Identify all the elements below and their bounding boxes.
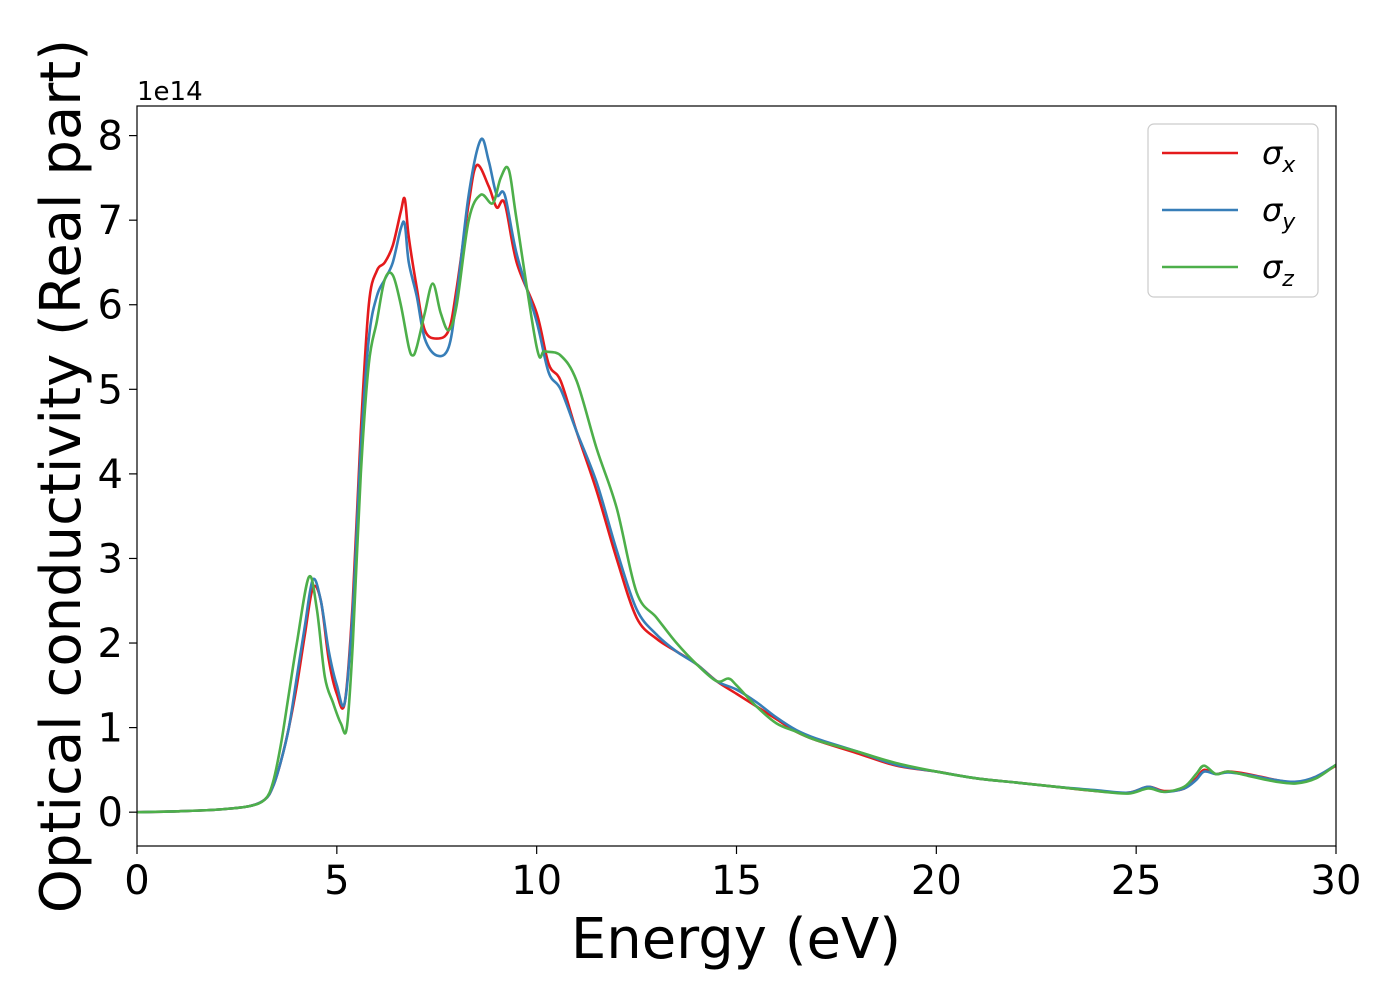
x-tick-label: 5 — [324, 858, 349, 904]
y-tick-label: 3 — [98, 536, 123, 582]
legend: σx σy σz — [1147, 123, 1319, 298]
x-axis-label: Energy (eV) — [571, 907, 901, 972]
y-offset-label: 1e14 — [137, 77, 203, 107]
x-tick-label: 20 — [911, 858, 962, 904]
y-tick-label: 2 — [98, 621, 123, 667]
y-tick-label: 7 — [98, 198, 123, 244]
legend-label-y: σy — [1262, 191, 1296, 235]
y-tick-label: 0 — [98, 790, 123, 836]
x-tick-label: 10 — [511, 858, 562, 904]
x-tick-label: 15 — [711, 858, 762, 904]
y-tick-label: 1 — [98, 706, 123, 752]
series-layer — [137, 137, 1336, 814]
y-axis: 0 1 2 3 4 5 6 7 8 — [98, 114, 137, 836]
y-tick-label: 6 — [98, 283, 123, 329]
y-tick-label: 4 — [98, 452, 123, 498]
y-axis-label: Optical conductivity (Real part) — [29, 39, 94, 913]
x-tick-label: 30 — [1311, 858, 1362, 904]
y-tick-label: 5 — [98, 367, 123, 413]
y-tick-label: 8 — [98, 114, 123, 160]
legend-label-z: σz — [1262, 248, 1294, 292]
legend-label-x: σx — [1262, 134, 1296, 178]
x-tick-label: 0 — [124, 858, 149, 904]
series-line-z — [137, 165, 1336, 814]
x-tick-label: 25 — [1111, 858, 1162, 904]
x-axis: 0 5 10 15 20 25 30 — [124, 846, 1361, 904]
